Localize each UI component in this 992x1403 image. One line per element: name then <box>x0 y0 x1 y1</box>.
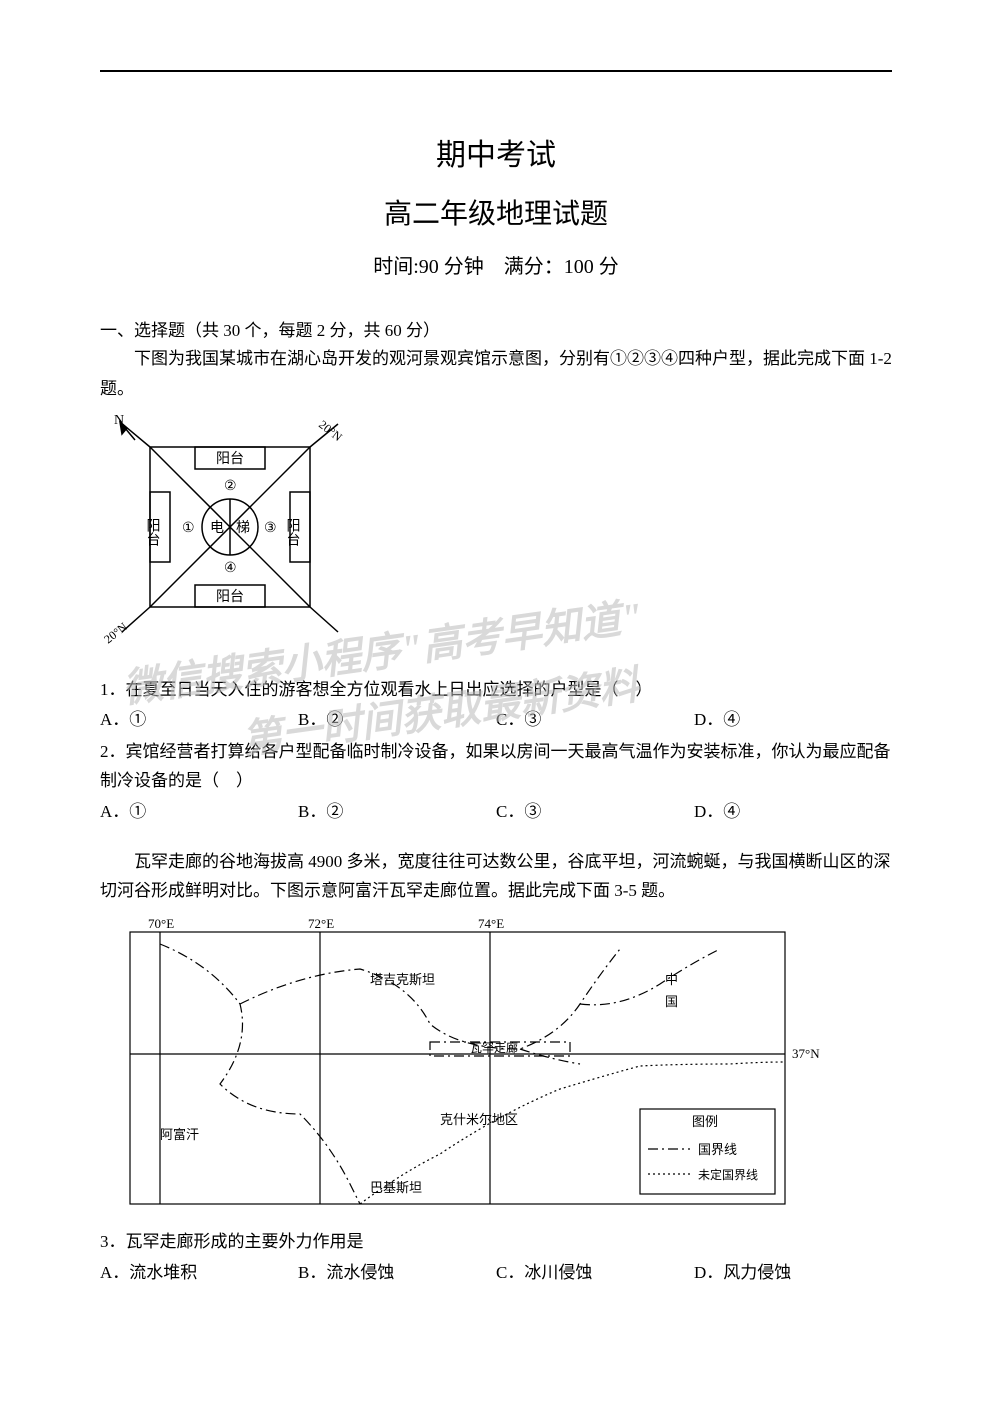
fig1-balcony-right: 阳台 <box>285 518 300 546</box>
fig1-num4: ④ <box>224 561 237 576</box>
fig2-kashmir: 克什米尔地区 <box>440 1112 518 1127</box>
fig1-balcony-bottom: 阳台 <box>216 589 244 605</box>
q3-options: A．流水堆积 B．流水侵蚀 C．冰川侵蚀 D．风力侵蚀 <box>100 1257 892 1289</box>
fig1-num3: ③ <box>264 521 277 536</box>
q1-stem: 1．在夏至日当天入住的游客想全方位观看水上日出应选择的户型是（ ） <box>100 675 892 705</box>
fig2-pakistan: 巴基斯坦 <box>370 1180 422 1195</box>
fig2-lon74: 74°E <box>478 916 504 931</box>
fig2-lon70: 70°E <box>148 916 174 931</box>
fig2-tajik: 塔吉克斯坦 <box>370 972 435 987</box>
fig2-china1: 中 <box>665 972 678 987</box>
fig2-legend-title: 图例 <box>692 1114 718 1129</box>
fig2-wahan: 瓦罕走廊 <box>470 1040 518 1055</box>
q1-opt-d[interactable]: D．④ <box>694 704 892 736</box>
intro-1: 下图为我国某城市在湖心岛开发的观河景观宾馆示意图，分别有①②③④四种户型，据此完… <box>100 344 892 404</box>
page-title: 期中考试 <box>100 130 892 174</box>
q2-opt-b[interactable]: B．② <box>298 796 496 828</box>
q2-opt-c[interactable]: C．③ <box>496 796 694 828</box>
q3-opt-d[interactable]: D．风力侵蚀 <box>694 1257 892 1289</box>
fig2-china2: 国 <box>665 994 678 1009</box>
q2-stem: 2．宾馆经营者打算给各户型配备临时制冷设备，如果以房间一天最高气温作为安装标准，… <box>100 737 892 797</box>
exam-meta: 时间:90 分钟 满分：100 分 <box>100 250 892 279</box>
q1-opt-b[interactable]: B．② <box>298 704 496 736</box>
q3-opt-b[interactable]: B．流水侵蚀 <box>298 1257 496 1289</box>
q1-opt-c[interactable]: C．③ <box>496 704 694 736</box>
q3-opt-c[interactable]: C．冰川侵蚀 <box>496 1257 694 1289</box>
fig2-legend-undef: 未定国界线 <box>698 1167 758 1182</box>
fig1-balcony-top: 阳台 <box>216 451 244 467</box>
fig1-num1: ① <box>182 521 195 536</box>
fig1-balcony-left: 阳台 <box>145 518 160 546</box>
intro-2: 瓦罕走廊的谷地海拔高 4900 多米，宽度往往可达数公里，谷底平坦，河流蜿蜒，与… <box>100 847 892 907</box>
q3-opt-a[interactable]: A．流水堆积 <box>100 1257 298 1289</box>
top-rule <box>100 70 892 72</box>
fig1-elev-right: 梯 <box>236 520 250 536</box>
fig2-lat37: 37°N <box>792 1046 820 1061</box>
q1-options: A．① B．② C．③ D．④ <box>100 704 892 736</box>
fig2-afghan: 阿富汗 <box>160 1127 199 1142</box>
q1-opt-a[interactable]: A．① <box>100 704 298 736</box>
figure-2: 70°E 72°E 74°E 37°N 塔吉克斯坦 中 国 瓦罕走廊 阿富汗 克… <box>100 914 892 1219</box>
q2-opt-d[interactable]: D．④ <box>694 796 892 828</box>
fig1-n-label: N <box>114 413 124 428</box>
q2-options: A．① B．② C．③ D．④ <box>100 796 892 828</box>
q3-stem: 3．瓦罕走廊形成的主要外力作用是 <box>100 1227 892 1257</box>
q2-opt-a[interactable]: A．① <box>100 796 298 828</box>
fig1-sw-label: 20°N <box>101 619 130 646</box>
fig1-num2: ② <box>224 479 237 494</box>
fig1-elev-left: 电 <box>210 520 224 536</box>
section-1-header: 一、选择题（共 30 个，每题 2 分，共 60 分） <box>100 317 892 344</box>
figure-1: N 20°N 20°N 阳台 阳台 阳台 阳台 电 梯 ① ② ③ ④ <box>100 412 892 667</box>
fig2-lon72: 72°E <box>308 916 334 931</box>
fig2-legend-border: 国界线 <box>698 1142 737 1157</box>
page-subtitle: 高二年级地理试题 <box>100 192 892 232</box>
fig1-ne-label: 20°N <box>316 417 345 444</box>
